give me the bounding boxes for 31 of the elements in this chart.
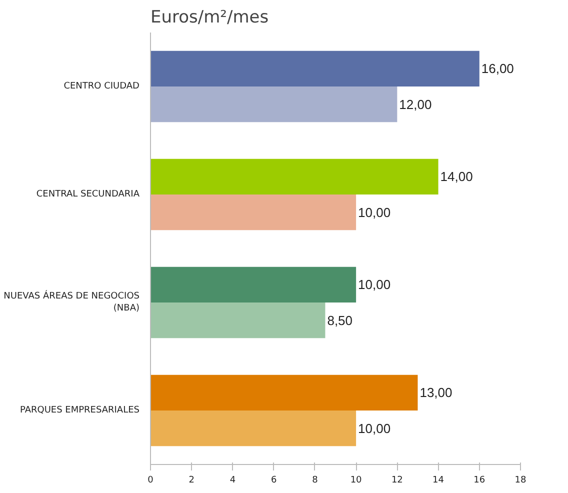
x-tick-label: 4	[230, 476, 236, 486]
y-tick-label: NUEVAS ÁREAS DE NEGOCIOS (NBA)	[4, 290, 140, 314]
data-label: 10,00	[358, 204, 391, 220]
x-tick-label: 12	[391, 476, 403, 486]
x-tick-label: 14	[432, 476, 444, 486]
x-tick-label: 18	[514, 476, 526, 486]
bar	[150, 266, 356, 302]
data-label: 10,00	[358, 277, 391, 292]
x-tick-label: 0	[148, 476, 154, 486]
bar	[150, 158, 438, 194]
data-label: 10,00	[358, 420, 391, 436]
bar	[150, 410, 356, 446]
y-tick-label: CENTRO CIUDAD	[64, 82, 140, 92]
y-tick-label: CENTRAL SECUNDARIA	[36, 190, 140, 200]
y-tick-label: PARQUES EMPRESARIALES	[20, 406, 140, 416]
data-label: 13,00	[420, 385, 452, 400]
bar	[150, 194, 356, 230]
data-label: 8,50	[327, 312, 353, 328]
bar	[150, 86, 398, 122]
x-tick-label: 6	[270, 476, 277, 486]
x-tick-label: 8	[312, 476, 318, 486]
data-label: 16,00	[481, 61, 514, 76]
x-tick-label: 2	[188, 476, 194, 486]
chart-title: Euros/m²/mes	[150, 8, 269, 28]
x-tick-label: 10	[350, 476, 362, 486]
bar	[150, 302, 326, 338]
bar	[150, 50, 480, 86]
data-label: 12,00	[399, 96, 432, 112]
x-tick-label: 16	[474, 476, 486, 486]
bar	[150, 374, 418, 410]
data-label: 14,00	[440, 169, 473, 184]
